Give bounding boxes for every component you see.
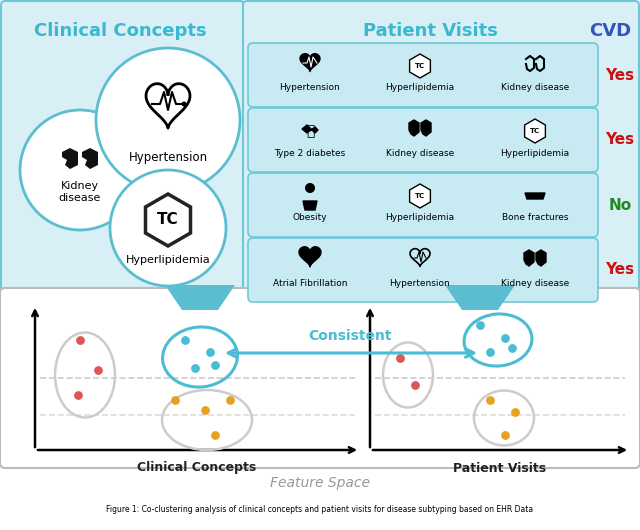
Polygon shape — [525, 193, 545, 199]
Point — [180, 336, 190, 344]
Circle shape — [20, 110, 140, 230]
FancyBboxPatch shape — [243, 1, 639, 291]
Polygon shape — [82, 148, 98, 169]
Text: Hypertension: Hypertension — [390, 278, 451, 287]
Polygon shape — [421, 120, 431, 136]
Text: TC: TC — [530, 128, 540, 134]
Point — [485, 396, 495, 404]
Polygon shape — [410, 184, 430, 208]
Text: Yes: Yes — [605, 67, 635, 83]
Text: Obesity: Obesity — [292, 214, 327, 223]
Text: Consistent: Consistent — [308, 329, 392, 343]
Point — [75, 336, 85, 344]
Point — [500, 334, 510, 342]
Polygon shape — [536, 250, 546, 266]
Text: Clinical Concepts: Clinical Concepts — [138, 462, 257, 474]
Text: Kidney
disease: Kidney disease — [59, 181, 101, 203]
Point — [507, 344, 517, 352]
Point — [225, 396, 235, 404]
FancyBboxPatch shape — [248, 108, 598, 172]
Polygon shape — [445, 285, 515, 310]
Point — [395, 354, 405, 362]
FancyBboxPatch shape — [248, 43, 598, 107]
Circle shape — [182, 102, 186, 107]
Polygon shape — [145, 194, 191, 246]
Text: Feature Space: Feature Space — [270, 476, 370, 490]
FancyBboxPatch shape — [1, 1, 244, 291]
Point — [200, 406, 210, 414]
Text: No: No — [609, 198, 632, 213]
Circle shape — [305, 183, 315, 193]
Text: Atrial Fibrillation: Atrial Fibrillation — [273, 278, 348, 287]
Point — [510, 408, 520, 416]
Text: Clinical Concepts: Clinical Concepts — [34, 22, 206, 40]
Text: ⬛⬛: ⬛⬛ — [79, 157, 81, 158]
Point — [73, 391, 83, 399]
Text: Patient Visits: Patient Visits — [453, 462, 547, 474]
Text: Figure 1: Co-clustering analysis of clinical concepts and patient visits for dis: Figure 1: Co-clustering analysis of clin… — [106, 506, 534, 515]
Text: Kidney disease: Kidney disease — [501, 278, 569, 287]
Polygon shape — [299, 247, 321, 267]
Polygon shape — [303, 201, 317, 210]
Text: TC: TC — [415, 193, 425, 199]
Text: Kidney disease: Kidney disease — [501, 84, 569, 93]
Polygon shape — [409, 120, 419, 136]
Polygon shape — [300, 54, 320, 72]
Point — [210, 431, 220, 439]
FancyBboxPatch shape — [0, 288, 640, 468]
Text: Bone fractures: Bone fractures — [502, 214, 568, 223]
Point — [190, 364, 200, 372]
Polygon shape — [410, 54, 430, 78]
Text: TC: TC — [415, 63, 425, 69]
Point — [205, 348, 215, 356]
FancyBboxPatch shape — [248, 173, 598, 237]
Point — [500, 431, 510, 439]
Text: Hyperlipidemia: Hyperlipidemia — [385, 84, 454, 93]
Text: Patient Visits: Patient Visits — [363, 22, 497, 40]
Text: Hypertension: Hypertension — [129, 152, 207, 164]
Point — [475, 321, 485, 329]
Text: Hyperlipidemia: Hyperlipidemia — [125, 255, 211, 265]
Point — [485, 348, 495, 356]
Text: Type 2 diabetes: Type 2 diabetes — [275, 148, 346, 157]
Text: Hyperlipidemia: Hyperlipidemia — [500, 148, 570, 157]
Text: Kidney disease: Kidney disease — [386, 148, 454, 157]
Polygon shape — [165, 285, 235, 310]
Point — [410, 381, 420, 389]
Polygon shape — [62, 148, 78, 169]
Text: CVD: CVD — [589, 22, 631, 40]
Circle shape — [96, 48, 240, 192]
Text: TC: TC — [157, 213, 179, 227]
Polygon shape — [525, 119, 545, 143]
Point — [93, 366, 103, 374]
Text: Hypertension: Hypertension — [280, 84, 340, 93]
Circle shape — [110, 170, 226, 286]
FancyBboxPatch shape — [248, 238, 598, 302]
Point — [210, 361, 220, 369]
Text: Hyperlipidemia: Hyperlipidemia — [385, 214, 454, 223]
Text: 💧: 💧 — [306, 124, 314, 138]
Text: Yes: Yes — [605, 132, 635, 147]
Text: Yes: Yes — [605, 262, 635, 278]
Point — [170, 396, 180, 404]
Polygon shape — [524, 250, 534, 266]
Polygon shape — [302, 125, 318, 133]
